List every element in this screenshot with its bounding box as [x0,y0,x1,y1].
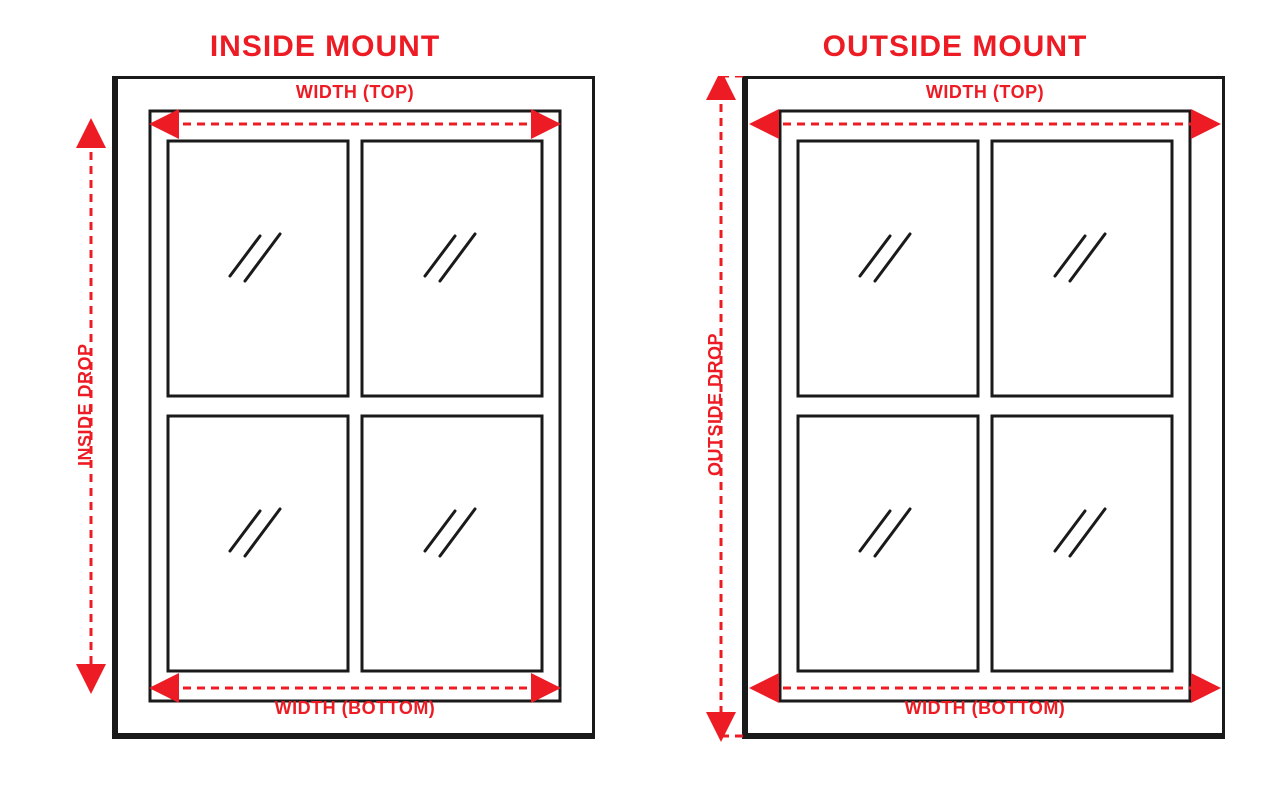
inside-title: INSIDE MOUNT [55,30,595,64]
width-top-label: WIDTH (TOP) [685,82,1225,103]
drop-label: INSIDE DROP [75,343,96,466]
outside-diagram: WIDTH (TOP) WIDTH (BOTTOM) OUTSIDE DROP [685,76,1225,766]
drop-label: OUTSIDE DROP [705,333,726,476]
outer-frame [745,76,1225,736]
inside-mount-panel: INSIDE MOUNT [55,30,595,766]
outside-title: OUTSIDE MOUNT [685,30,1225,64]
outside-svg [685,76,1225,766]
outside-mount-panel: OUTSIDE MOUNT [685,30,1225,766]
outer-frame [115,76,595,736]
inner-frame [780,111,1190,701]
width-bottom-label: WIDTH (BOTTOM) [685,698,1225,719]
width-bottom-label: WIDTH (BOTTOM) [55,698,595,719]
inside-svg [55,76,595,766]
inside-diagram: WIDTH (TOP) WIDTH (BOTTOM) INSIDE DROP [55,76,595,766]
inner-frame [150,111,560,701]
diagram-container: INSIDE MOUNT [0,0,1280,796]
panes [798,141,1172,671]
panes [168,141,542,671]
width-top-label: WIDTH (TOP) [55,82,595,103]
